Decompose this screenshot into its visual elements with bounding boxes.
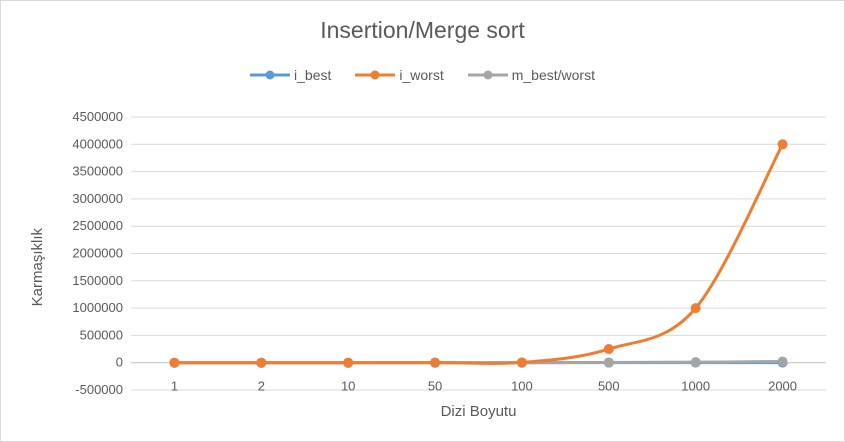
data-point-i-worst [777, 139, 788, 150]
x-tick-labels: 1 2 10 50 100 500 1000 2000 [171, 379, 797, 394]
y-tick-label: 2500000 [72, 218, 123, 233]
legend-item-m-best-worst: m_best/worst [467, 67, 595, 83]
chart-title: Insertion/Merge sort [320, 17, 525, 43]
x-tick-label: 10 [341, 379, 355, 394]
y-tick-label: 3000000 [72, 191, 123, 206]
y-tick-label: 1000000 [72, 300, 123, 315]
data-point-m-best-worst [777, 356, 788, 367]
x-tick-label: 50 [428, 379, 442, 394]
data-point-i-worst [343, 357, 354, 368]
y-tick-label: 1500000 [72, 273, 123, 288]
x-tick-label: 1 [171, 379, 178, 394]
legend-label-i-worst: i_worst [399, 67, 444, 83]
data-point-i-worst [430, 357, 441, 368]
gridlines [131, 116, 826, 391]
series-group [169, 139, 788, 368]
x-tick-label: 2000 [768, 379, 797, 394]
y-tick-label: 4500000 [72, 109, 123, 124]
data-point-i-worst [690, 303, 701, 314]
data-point-i-worst [169, 357, 180, 368]
y-tick-label: 500000 [80, 327, 123, 342]
y-tick-labels: -500000 0 500000 1000000 1500000 2000000 25000… [72, 109, 123, 397]
legend-label-m-best-worst: m_best/worst [511, 67, 595, 83]
x-tick-label: 500 [598, 379, 620, 394]
legend-marker-i-best [250, 70, 291, 80]
legend-marker-m-best-worst [467, 70, 508, 80]
legend-marker-i-worst [355, 70, 396, 80]
data-point-m-best-worst [603, 357, 614, 368]
y-tick-label: 2000000 [72, 246, 123, 261]
data-point-i-worst [256, 357, 267, 368]
y-tick-label: 3500000 [72, 164, 123, 179]
legend-label-i-best: i_best [294, 67, 332, 83]
legend-item-i-best: i_best [250, 67, 331, 83]
data-point-i-worst [516, 357, 527, 368]
x-tick-label: 1000 [681, 379, 710, 394]
x-tick-label: 2 [258, 379, 265, 394]
x-tick-label: 100 [511, 379, 533, 394]
x-axis-title: Dizi Boyutu [441, 403, 517, 420]
legend-item-i-worst: i_worst [355, 67, 444, 83]
chart-legend: i_best i_worst m_best/worst [1, 67, 844, 83]
y-tick-label: 4000000 [72, 136, 123, 151]
data-point-m-best-worst [690, 357, 701, 368]
y-tick-label: 0 [116, 355, 123, 370]
y-axis-title: Karmaşıklık [29, 227, 46, 306]
data-point-i-worst [603, 344, 614, 355]
y-tick-label: -500000 [75, 382, 123, 397]
